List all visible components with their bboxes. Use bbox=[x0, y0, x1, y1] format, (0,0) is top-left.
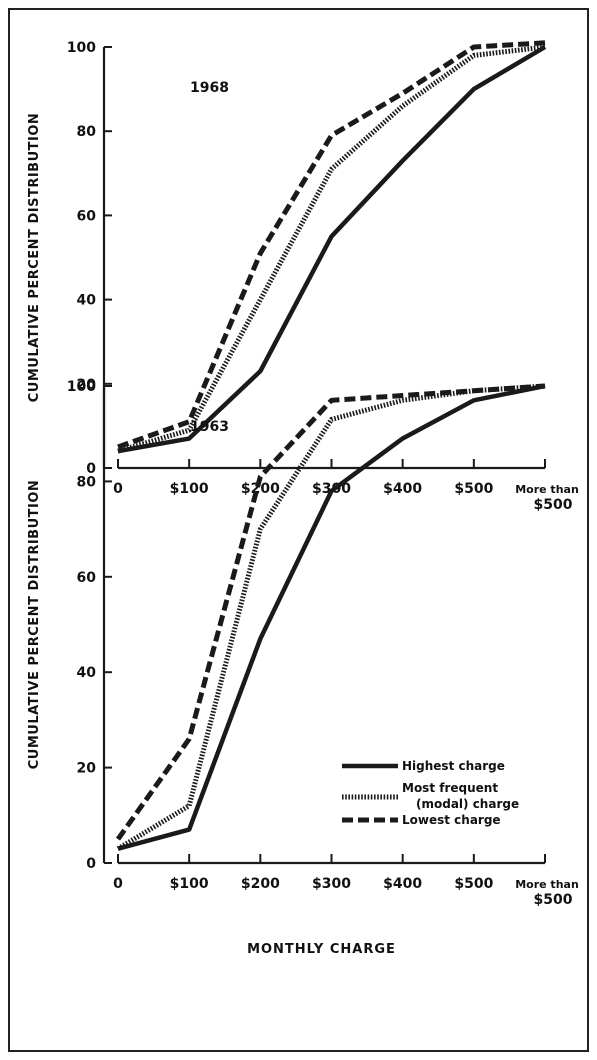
y-tick-label: 40 bbox=[77, 293, 97, 309]
x-tick-label: 0 bbox=[113, 876, 123, 892]
y-tick-label: 60 bbox=[77, 570, 97, 586]
legend-label: Highest charge bbox=[402, 759, 505, 773]
x-tick-label: $100 bbox=[170, 481, 209, 497]
y-tick-label: 0 bbox=[86, 856, 96, 872]
x-axis-label: MONTHLY CHARGE bbox=[247, 942, 396, 957]
x-tick-label: $500 bbox=[534, 892, 573, 908]
x-tick-label: $200 bbox=[241, 481, 280, 497]
series-line-solid bbox=[117, 383, 546, 851]
y-axis-label: CUMULATIVE PERCENT DISTRIBUTION bbox=[27, 113, 42, 403]
y-tick-label: 20 bbox=[77, 377, 97, 393]
x-tick-label: $300 bbox=[312, 876, 351, 892]
y-tick-label: 100 bbox=[67, 379, 96, 395]
y-tick-label: 20 bbox=[77, 761, 97, 777]
x-tick-label: $500 bbox=[534, 497, 573, 513]
chart-title: 1963 bbox=[190, 419, 229, 435]
x-tick-label: $500 bbox=[454, 481, 493, 497]
x-tick-label: $500 bbox=[454, 876, 493, 892]
figure-frame bbox=[8, 8, 589, 1052]
y-tick-label: 100 bbox=[67, 40, 96, 56]
y-tick-label: 40 bbox=[77, 665, 97, 681]
legend: Highest charge Most frequent (modal) charg… bbox=[342, 759, 519, 827]
legend-label: (modal) charge bbox=[416, 797, 519, 811]
x-tick-label: $100 bbox=[170, 876, 209, 892]
x-tick-label: $200 bbox=[241, 876, 280, 892]
x-tick-label: 0 bbox=[113, 481, 123, 497]
legend-label: Lowest charge bbox=[402, 813, 501, 827]
y-axis-label: CUMULATIVE PERCENT DISTRIBUTION bbox=[27, 480, 42, 770]
y-tick-label: 60 bbox=[77, 208, 97, 224]
y-tick-label: 80 bbox=[77, 474, 97, 490]
chart-title: 1968 bbox=[190, 80, 229, 96]
y-tick-label: 80 bbox=[77, 124, 97, 140]
y-tick-label: 0 bbox=[86, 461, 96, 477]
legend-label: Most frequent bbox=[402, 781, 498, 795]
x-tick-label: $400 bbox=[383, 876, 422, 892]
series-line-dashed bbox=[117, 40, 546, 450]
series-line-dotted bbox=[116, 383, 546, 851]
x-tick-label: More than bbox=[515, 878, 579, 891]
x-tick-label: More than bbox=[515, 483, 579, 496]
x-tick-label: $400 bbox=[383, 481, 422, 497]
